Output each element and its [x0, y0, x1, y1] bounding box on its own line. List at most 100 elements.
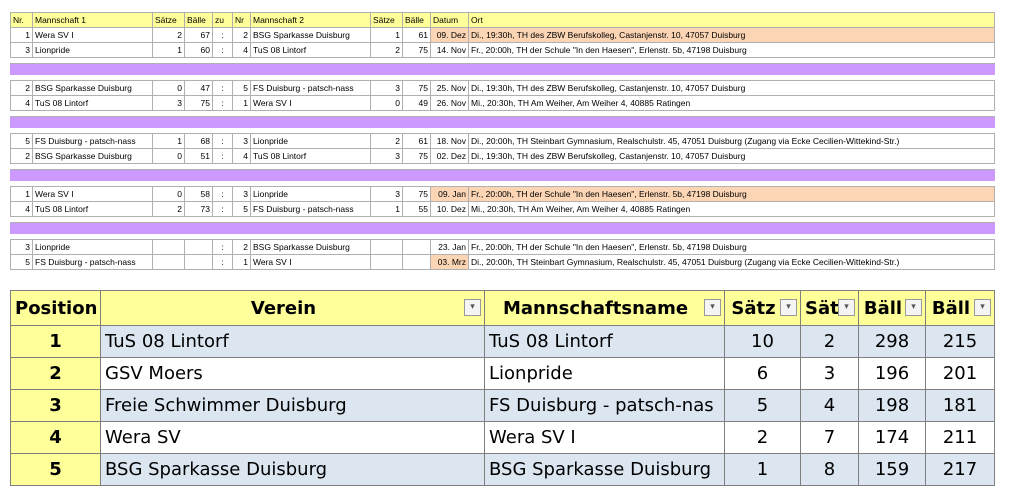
- cell: BSG Sparkasse Duisburg: [100, 453, 485, 486]
- filter-button[interactable]: ▾: [838, 299, 855, 316]
- cell: 1: [370, 201, 403, 217]
- cell: 75: [402, 186, 431, 202]
- cell: :: [212, 186, 233, 202]
- header-row: Nr. Mannschaft 1 Sätze Bälle zu Nr Mannschaft …: [10, 12, 995, 28]
- separator-cell: [184, 222, 213, 234]
- separator-cell: [250, 222, 371, 234]
- cell: 75: [402, 80, 431, 96]
- cell: 75: [184, 95, 213, 111]
- cell: 18. Nov: [430, 133, 469, 149]
- separator-cell: [402, 116, 431, 128]
- cell: 51: [184, 148, 213, 164]
- column-header: Bälle: [402, 12, 431, 28]
- match-row: 3 Lionpride:2 BSG Sparkasse Duisburg 23. Ja…: [10, 239, 995, 255]
- cell: 1: [10, 325, 101, 358]
- separator-cell: [32, 116, 153, 128]
- cell: 174: [858, 421, 926, 454]
- cell: 4: [10, 95, 33, 111]
- separator-row: [10, 169, 995, 181]
- separator-cell: [250, 169, 371, 181]
- cell: 3: [370, 80, 403, 96]
- separator-cell: [250, 63, 371, 75]
- cell: Mi., 20:30h, TH Am Weiher, Am Weiher 4, …: [468, 95, 995, 111]
- cell: 4: [10, 201, 33, 217]
- column-header: Nr.: [10, 12, 33, 28]
- filter-button[interactable]: ▾: [704, 299, 721, 316]
- cell: 3: [232, 133, 251, 149]
- cell: Wera SV I: [484, 421, 725, 454]
- cell: FS Duisburg - patsch-nass: [250, 80, 371, 96]
- cell: 6: [724, 357, 801, 390]
- cell: TuS 08 Lintorf: [250, 148, 371, 164]
- separator-cell: [402, 169, 431, 181]
- schedule-table: Nr. Mannschaft 1 Sätze Bälle zu Nr Mannschaft …: [10, 12, 995, 270]
- match-row: 5 FS Duisburg - patsch-nass 1 68:3 Lionpride…: [10, 133, 995, 149]
- cell: TuS 08 Lintorf: [250, 42, 371, 58]
- separator-row: [10, 222, 995, 234]
- cell: 4: [800, 389, 859, 422]
- cell: :: [212, 133, 233, 149]
- cell: 215: [925, 325, 995, 358]
- separator-cell: [10, 222, 33, 234]
- cell: :: [212, 239, 233, 255]
- cell: 55: [402, 201, 431, 217]
- team-row: 1 TuS 08 Lintorf TuS 08 Lintorf 10 2 298 215: [10, 325, 995, 358]
- cell: 5: [10, 254, 33, 270]
- cell: FS Duisburg - patsch-nass: [32, 254, 153, 270]
- cell: Fr., 20:00h, TH der Schule "In den Haese…: [468, 186, 995, 202]
- cell: 159: [858, 453, 926, 486]
- cell: BSG Sparkasse Duisburg: [32, 80, 153, 96]
- separator-cell: [212, 222, 233, 234]
- cell: 0: [370, 95, 403, 111]
- separator-cell: [152, 222, 185, 234]
- column-header: zu: [212, 12, 233, 28]
- cell: 02. Dez: [430, 148, 469, 164]
- cell: 23. Jan: [430, 239, 469, 255]
- cell: [402, 239, 431, 255]
- cell: Di., 20:00h, TH Steinbart Gymnasium, Rea…: [468, 133, 995, 149]
- spacer-row: [10, 74, 995, 81]
- team-row: 3 Freie Schwimmer Duisburg FS Duisburg - p…: [10, 389, 995, 422]
- filter-button[interactable]: ▾: [974, 299, 991, 316]
- match-row: 5 FS Duisburg - patsch-nass:1 Wera SV I 03.…: [10, 254, 995, 270]
- column-header: Sätz ▾: [800, 290, 859, 326]
- filter-button[interactable]: ▾: [464, 299, 481, 316]
- cell: 09. Jan: [430, 186, 469, 202]
- cell: BSG Sparkasse Duisburg: [484, 453, 725, 486]
- cell: 3: [370, 148, 403, 164]
- column-header: Sätze: [152, 12, 185, 28]
- cell: 7: [800, 421, 859, 454]
- filter-button[interactable]: ▾: [905, 299, 922, 316]
- cell: FS Duisburg - patsch-nass: [250, 201, 371, 217]
- cell: 196: [858, 357, 926, 390]
- column-header: Sätz ▾: [724, 290, 801, 326]
- cell: 3: [370, 186, 403, 202]
- cell: FS Duisburg - patsch-nas: [484, 389, 725, 422]
- header-label: Mannschaftsname: [502, 297, 689, 319]
- cell: GSV Moers: [100, 357, 485, 390]
- cell: 1: [370, 27, 403, 43]
- cell: 298: [858, 325, 926, 358]
- column-header: Bäll ▾: [925, 290, 995, 326]
- separator-cell: [152, 169, 185, 181]
- cell: [370, 254, 403, 270]
- separator-row: [10, 116, 995, 128]
- cell: 0: [152, 80, 185, 96]
- separator-cell: [370, 169, 403, 181]
- cell: TuS 08 Lintorf: [484, 325, 725, 358]
- cell: 61: [402, 27, 431, 43]
- cell: 211: [925, 421, 995, 454]
- cell: 2: [152, 27, 185, 43]
- cell: 14. Nov: [430, 42, 469, 58]
- filter-button[interactable]: ▾: [780, 299, 797, 316]
- cell: 4: [10, 421, 101, 454]
- cell: Wera SV I: [250, 254, 371, 270]
- standings-table: Position Verein ▾ Mannschaftsname ▾ Sätz ▾ Sätz…: [10, 290, 995, 486]
- cell: :: [212, 27, 233, 43]
- separator-cell: [184, 169, 213, 181]
- cell: BSG Sparkasse Duisburg: [250, 239, 371, 255]
- cell: 1: [232, 254, 251, 270]
- cell: [184, 239, 213, 255]
- cell: 3: [800, 357, 859, 390]
- cell: 1: [152, 133, 185, 149]
